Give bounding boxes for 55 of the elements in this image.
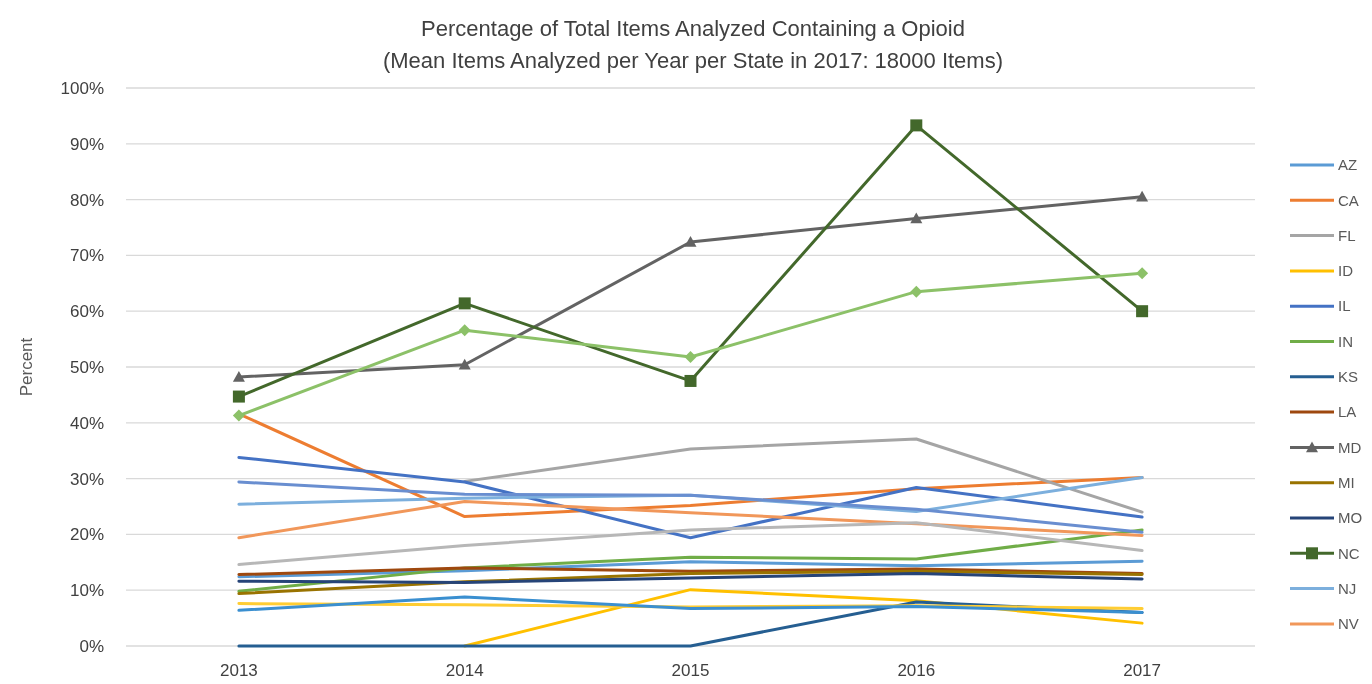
- line-series: [237, 499, 1144, 540]
- legend-label: LA: [1338, 403, 1357, 421]
- point: [684, 374, 697, 387]
- point: [684, 350, 697, 363]
- legend-label: MD: [1338, 438, 1362, 456]
- y-tick-label: 30%: [69, 469, 104, 489]
- legend-label: IN: [1338, 332, 1353, 350]
- point: [232, 371, 245, 382]
- legend-label: KS: [1338, 368, 1359, 386]
- legend-label: IL: [1338, 297, 1351, 315]
- x-tick-label: 2015: [671, 661, 710, 680]
- legend-label: MO: [1338, 509, 1363, 527]
- point: [458, 297, 471, 310]
- point: [232, 409, 245, 422]
- legend-label: ID: [1338, 262, 1354, 280]
- line-series: [237, 595, 1144, 615]
- x-tick-label: 2013: [219, 661, 258, 680]
- line-series: [237, 480, 1144, 534]
- y-tick-label: 60%: [69, 302, 104, 322]
- y-tick-label: 90%: [69, 134, 104, 154]
- y-tick-label: 0%: [79, 636, 104, 656]
- x-tick-label: 2014: [445, 661, 484, 680]
- legend-label: NC: [1338, 544, 1360, 562]
- legend-label: CA: [1338, 191, 1359, 209]
- legend-label: MI: [1338, 473, 1355, 491]
- point: [458, 358, 471, 370]
- point: [684, 236, 697, 247]
- y-tick-label: 50%: [69, 357, 104, 377]
- legend-label: AZ: [1338, 156, 1358, 174]
- chart-subtitle: (Mean Items Analyzed per Year per State in 2017: 18000 Items): [382, 48, 1004, 73]
- y-tick-label: 40%: [69, 413, 104, 433]
- point: [458, 324, 471, 337]
- y-tick-label: 10%: [69, 581, 104, 601]
- x-tick-label: 2016: [897, 661, 936, 680]
- y-tick-label: 100%: [60, 78, 104, 98]
- line-series: [463, 437, 1144, 514]
- point: [1136, 267, 1149, 280]
- y-tick-label: 20%: [69, 525, 104, 545]
- point: [910, 285, 923, 298]
- line-series: [237, 521, 1144, 567]
- line-series: [237, 571, 1144, 584]
- point: [1136, 305, 1149, 318]
- y-tick-label: 80%: [69, 190, 104, 210]
- chart-title: Percentage of Total Items Analyzed Containing a Opioid: [421, 16, 965, 41]
- y-axis-title: Percent: [17, 337, 36, 397]
- legend-label: NJ: [1338, 579, 1357, 597]
- legend-label: FL: [1338, 226, 1356, 244]
- point: [1136, 190, 1149, 202]
- legend-label: NV: [1338, 615, 1359, 633]
- point: [910, 119, 923, 132]
- y-tick-label: 70%: [69, 246, 104, 266]
- line-series: [237, 566, 1144, 577]
- point: [910, 212, 923, 224]
- x-tick-label: 2017: [1123, 661, 1162, 680]
- point: [232, 390, 245, 403]
